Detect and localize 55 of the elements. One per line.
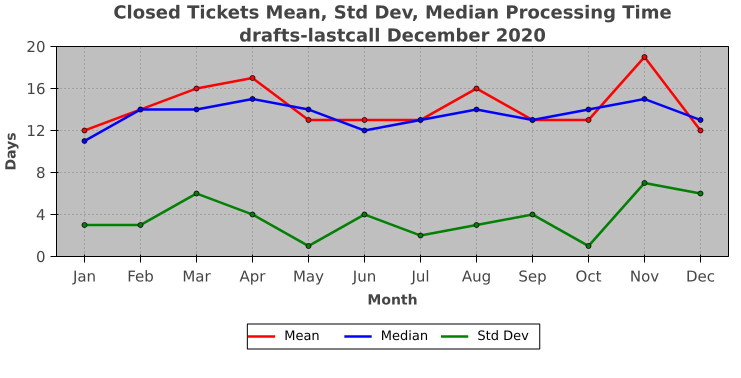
legend-label: Mean: [284, 329, 320, 344]
point: [586, 106, 592, 112]
point: [250, 75, 256, 81]
point: [642, 180, 648, 186]
y-tick-label: 8: [36, 164, 46, 182]
chart-title: Closed Tickets Mean, Std Dev, Median Processing Time: [113, 2, 672, 24]
point: [194, 190, 200, 196]
point: [698, 117, 704, 123]
point: [82, 128, 88, 134]
y-axis-title: Days: [3, 132, 20, 171]
point: [698, 190, 704, 196]
point: [138, 222, 144, 228]
point: [642, 54, 648, 60]
point: [194, 86, 200, 92]
point: [362, 117, 368, 123]
point: [698, 128, 704, 134]
x-tick-label: Dec: [686, 268, 716, 286]
point: [474, 222, 480, 228]
x-tick-label: Aug: [462, 268, 492, 286]
point: [418, 232, 424, 238]
y-tick-label: 0: [36, 248, 46, 266]
point: [642, 96, 648, 102]
point: [474, 86, 480, 92]
y-tick-label: 4: [36, 206, 46, 224]
legend-label: Median: [380, 329, 428, 344]
point: [194, 106, 200, 112]
point: [82, 222, 88, 228]
legend-label: Std Dev: [477, 329, 530, 344]
x-axis-title: Month: [367, 292, 418, 308]
x-tick-label: Jan: [72, 268, 96, 286]
x-tick-label: Jul: [410, 268, 430, 286]
y-tick-label: 12: [26, 122, 46, 140]
x-tick-label: Feb: [127, 268, 154, 286]
point: [586, 117, 592, 123]
point: [306, 243, 312, 249]
point: [474, 106, 480, 112]
point: [250, 212, 256, 218]
x-tick-label: Apr: [240, 268, 266, 286]
point: [362, 128, 368, 134]
x-tick-label: May: [292, 268, 324, 286]
y-tick-label: 16: [26, 80, 46, 98]
x-tick-label: Jun: [352, 268, 376, 286]
x-tick-label: Sep: [518, 268, 547, 286]
point: [306, 106, 312, 112]
point: [306, 117, 312, 123]
chart-subtitle: drafts-lastcall December 2020: [239, 26, 546, 46]
x-tick-label: Mar: [182, 268, 212, 286]
point: [362, 212, 368, 218]
x-tick-label: Oct: [576, 268, 602, 286]
y-tick-label: 20: [26, 38, 46, 56]
point: [530, 212, 536, 218]
point: [250, 96, 256, 102]
point: [82, 138, 88, 144]
x-tick-label: Nov: [630, 268, 660, 286]
point: [586, 243, 592, 249]
